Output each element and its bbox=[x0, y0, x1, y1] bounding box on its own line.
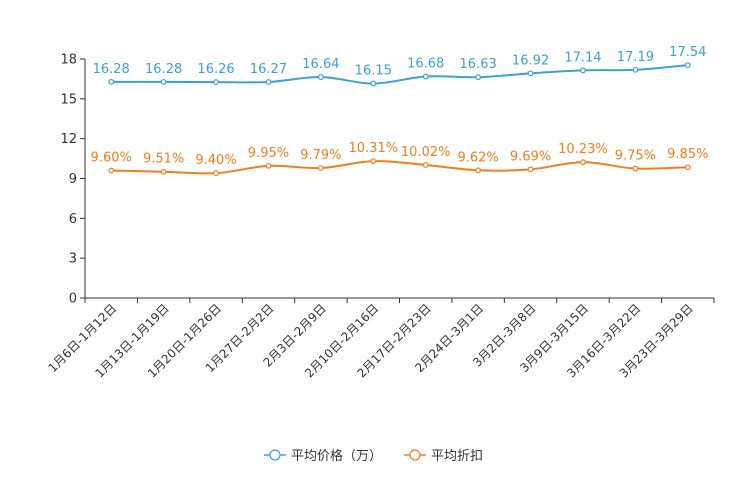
series-group bbox=[108, 62, 691, 177]
data-point[interactable] bbox=[108, 78, 115, 85]
data-point[interactable] bbox=[265, 162, 272, 169]
legend[interactable]: 平均价格（万） 平均折扣 bbox=[264, 448, 483, 464]
y-tick-label: 12 bbox=[60, 132, 77, 147]
data-point[interactable] bbox=[108, 167, 115, 174]
data-point[interactable] bbox=[527, 166, 534, 173]
data-label: 9.85% bbox=[667, 147, 708, 162]
legend-label: 平均折扣 bbox=[431, 449, 483, 464]
data-point[interactable] bbox=[475, 74, 482, 81]
y-tick-label: 9 bbox=[69, 172, 77, 187]
data-point[interactable] bbox=[580, 159, 586, 166]
data-label: 17.19 bbox=[617, 50, 654, 65]
y-tick-label: 15 bbox=[60, 92, 77, 107]
data-label: 16.28 bbox=[145, 62, 182, 77]
data-point[interactable] bbox=[632, 165, 639, 172]
data-point[interactable] bbox=[160, 168, 167, 175]
data-point[interactable] bbox=[684, 62, 691, 69]
data-label: 16.27 bbox=[250, 62, 287, 77]
data-point[interactable] bbox=[527, 70, 534, 77]
data-label: 10.02% bbox=[401, 145, 451, 160]
data-label: 10.31% bbox=[349, 141, 399, 156]
data-label: 9.51% bbox=[143, 152, 184, 167]
legend-marker-icon bbox=[409, 449, 421, 461]
data-label: 9.69% bbox=[510, 149, 551, 164]
data-point[interactable] bbox=[265, 79, 272, 85]
data-label: 16.92 bbox=[512, 53, 549, 68]
axes: 03691215181月6日-1月12日1月13日-1月19日1月20日-1月2… bbox=[45, 53, 715, 381]
data-label: 9.62% bbox=[457, 150, 498, 165]
data-point[interactable] bbox=[580, 67, 586, 74]
data-point[interactable] bbox=[422, 162, 429, 168]
y-tick-label: 3 bbox=[69, 252, 77, 267]
y-tick-label: 0 bbox=[69, 292, 77, 307]
legend-item-2[interactable]: 平均折扣 bbox=[404, 449, 483, 464]
y-tick-label: 18 bbox=[60, 53, 77, 68]
data-label: 16.64 bbox=[302, 57, 339, 72]
data-point[interactable] bbox=[370, 158, 377, 165]
data-label: 16.28 bbox=[93, 62, 130, 77]
data-point[interactable] bbox=[632, 66, 639, 73]
data-point[interactable] bbox=[317, 165, 324, 171]
series-line-2 bbox=[111, 160, 688, 175]
data-point[interactable] bbox=[684, 164, 691, 171]
data-label: 16.15 bbox=[355, 64, 392, 79]
data-label: 16.68 bbox=[407, 57, 444, 72]
y-tick-label: 6 bbox=[69, 212, 77, 227]
data-label: 9.40% bbox=[195, 153, 236, 168]
data-label: 17.14 bbox=[564, 50, 601, 65]
series-line-1 bbox=[111, 64, 688, 85]
legend-item-1[interactable]: 平均价格（万） bbox=[264, 448, 382, 464]
data-label: 10.23% bbox=[558, 142, 608, 157]
data-label: 9.95% bbox=[248, 146, 289, 161]
data-label: 9.79% bbox=[300, 148, 341, 163]
data-point[interactable] bbox=[475, 167, 482, 174]
data-label: 9.75% bbox=[615, 149, 656, 164]
data-point[interactable] bbox=[317, 74, 324, 80]
data-label: 16.63 bbox=[460, 57, 497, 72]
data-point[interactable] bbox=[160, 78, 167, 85]
data-point[interactable] bbox=[422, 73, 429, 80]
data-label: 9.60% bbox=[91, 151, 132, 166]
data-point[interactable] bbox=[370, 80, 377, 87]
legend-marker-icon bbox=[269, 449, 281, 461]
data-label: 17.54 bbox=[669, 45, 706, 60]
data-labels: 16.28 16.28 16.26 16.27 16.64 16.15 16.68 16.63… bbox=[91, 45, 709, 168]
data-label: 16.26 bbox=[197, 62, 234, 77]
data-point[interactable] bbox=[213, 170, 219, 177]
legend-label: 平均价格（万） bbox=[291, 448, 382, 464]
data-point[interactable] bbox=[213, 79, 219, 86]
